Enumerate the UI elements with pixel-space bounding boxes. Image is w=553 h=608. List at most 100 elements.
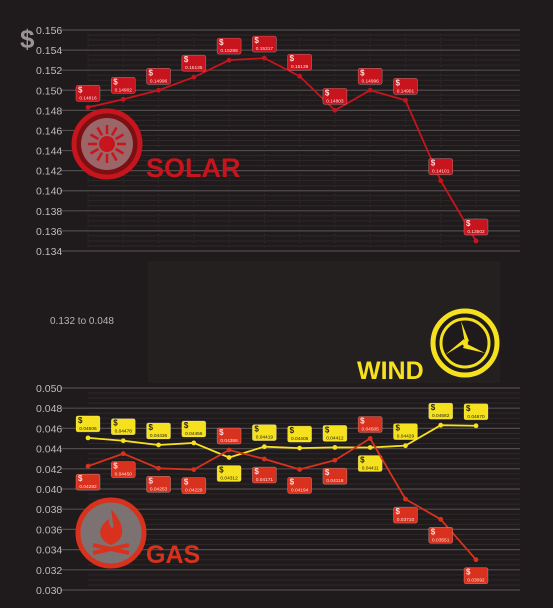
- data-label-currency: $: [290, 54, 295, 63]
- data-label-box: [216, 427, 242, 445]
- sun-ray: [115, 147, 125, 155]
- data-label-box: [287, 425, 312, 443]
- data-label-value: 0.04411: [362, 465, 379, 471]
- data-label-value: 0.14803: [326, 98, 344, 104]
- data-label: $0.04456: [181, 420, 207, 438]
- y-tick-label: 0.136: [36, 226, 62, 238]
- data-label-currency: $: [149, 476, 154, 485]
- data-label-currency: $: [431, 527, 436, 536]
- data-label-box: [181, 477, 207, 494]
- data-label: $0.04670: [463, 403, 489, 421]
- turbine-blade: [461, 321, 469, 343]
- turbine-blade: [463, 343, 485, 353]
- y-tick-label: 0.046: [36, 423, 62, 435]
- data-point: [297, 445, 303, 451]
- series-name-gas: GAS: [146, 541, 200, 569]
- data-label-currency: $: [395, 424, 400, 433]
- sun-ray: [89, 133, 99, 141]
- data-label-value: 0.03710: [397, 517, 415, 523]
- turbine-hub: [462, 340, 468, 346]
- wind-turbine-ring: [439, 317, 491, 369]
- data-label-currency: $: [184, 421, 189, 430]
- series-solar: $0.14816$0.14902$0.14996$0.15135$0.15298…: [75, 35, 489, 244]
- data-label: $0.03710: [393, 506, 418, 524]
- data-label-currency: $: [219, 38, 224, 47]
- data-label: $0.15135: [181, 54, 207, 72]
- data-label-currency: $: [149, 68, 154, 77]
- data-label-box: [287, 53, 312, 71]
- data-label: $0.03551: [428, 526, 454, 544]
- data-label-currency: $: [184, 55, 189, 64]
- y-tick-label: 0.032: [36, 565, 62, 577]
- data-label: $0.15139: [287, 53, 312, 71]
- data-label-box: [287, 477, 312, 494]
- data-label-currency: $: [113, 419, 118, 428]
- solar-panel: 0.156 0.154 0.152 0.150 0.148 0.146 0.144 0.142…: [36, 25, 520, 258]
- data-label-value: 0.04682: [432, 413, 450, 419]
- sun-ray: [96, 152, 104, 162]
- data-label: $0.04419: [252, 424, 277, 441]
- data-label-currency: $: [113, 77, 118, 86]
- data-label-value: 0.04220: [185, 488, 203, 494]
- data-label-currency: $: [360, 417, 365, 426]
- y-tick-label: 0.148: [36, 105, 62, 117]
- data-label: $0.04411: [357, 455, 383, 472]
- data-point: [473, 557, 479, 563]
- data-label: $0.04506: [75, 415, 101, 433]
- data-label-currency: $: [395, 507, 400, 516]
- y-tick-label: 0.138: [36, 206, 62, 218]
- data-label: $0.04118: [322, 467, 348, 485]
- data-label-value: 0.04456: [185, 431, 203, 437]
- data-label-value: 0.14996: [362, 78, 380, 84]
- data-label-currency: $: [254, 425, 259, 434]
- data-label: $0.04682: [428, 402, 454, 420]
- data-label-value: 0.04419: [256, 435, 274, 441]
- y-tick-label: 0.034: [36, 545, 62, 557]
- data-label-value: 0.04478: [115, 429, 133, 435]
- data-label-box: [146, 422, 171, 440]
- data-label-value: 0.04670: [467, 414, 485, 420]
- data-label-value: 0.04253: [150, 486, 168, 492]
- data-point: [332, 444, 338, 450]
- data-label-box: [181, 54, 207, 72]
- data-label: $0.04253: [146, 475, 171, 493]
- data-label-currency: $: [219, 465, 224, 474]
- data-point: [297, 73, 303, 79]
- data-point: [367, 445, 373, 450]
- sun-ray: [110, 152, 118, 162]
- data-label-value: 0.04436: [150, 433, 168, 439]
- data-label-box: [146, 67, 171, 85]
- data-label-box: [110, 418, 136, 436]
- data-point: [367, 87, 373, 93]
- data-label-value: 0.04312: [220, 475, 238, 481]
- data-point: [438, 422, 444, 428]
- data-point: [226, 447, 232, 453]
- data-label-currency: $: [466, 404, 471, 413]
- data-label: $0.04312: [216, 465, 242, 482]
- y-tick-label: 0.044: [36, 444, 62, 456]
- data-label-box: [110, 461, 136, 478]
- data-label-box: [252, 424, 277, 441]
- solar-legend: SOLAR: [71, 108, 241, 183]
- gas-legend: GAS: [75, 497, 200, 569]
- data-point: [191, 74, 197, 80]
- data-label: $0.04405: [287, 425, 312, 443]
- data-label-currency: $: [254, 36, 259, 45]
- data-label-currency: $: [466, 219, 471, 228]
- data-label-currency: $: [395, 78, 400, 87]
- y-tick-label: 0.038: [36, 504, 62, 516]
- data-point: [403, 443, 408, 449]
- data-point: [120, 438, 126, 444]
- sun-ray: [115, 133, 125, 141]
- data-label-currency: $: [290, 477, 295, 486]
- data-label-value: 0.03551: [432, 537, 450, 543]
- data-point: [156, 465, 161, 471]
- data-point: [261, 55, 267, 61]
- y-tick-label: 0.140: [36, 186, 62, 198]
- data-label-currency: $: [360, 455, 365, 464]
- data-label-currency: $: [360, 68, 365, 77]
- data-point: [85, 104, 91, 110]
- sun-ray: [96, 126, 104, 136]
- data-label-box: [322, 425, 348, 442]
